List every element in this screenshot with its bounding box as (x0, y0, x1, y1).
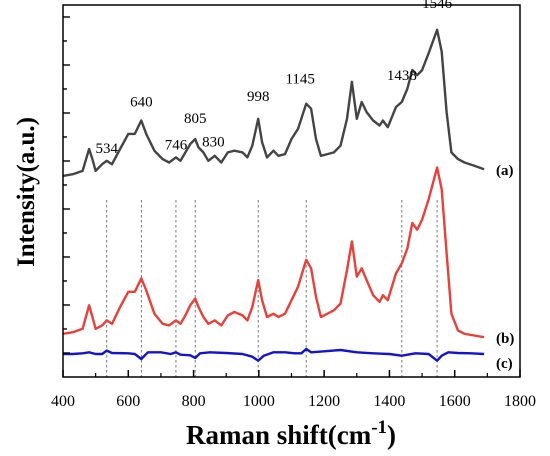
x-tick-label-1200: 1200 (308, 393, 340, 410)
peak-label-830: 830 (202, 134, 225, 150)
peak-label-746: 746 (165, 137, 188, 153)
x-axis-ticks: 400 600 800 1000 1200 1400 1600 1800 (51, 370, 536, 410)
series-label-2: (c) (496, 356, 513, 372)
y-axis-ticks (63, 16, 70, 354)
x-tick-label-600: 600 (116, 393, 140, 410)
x-tick-label-1800: 1800 (504, 393, 536, 410)
series-line-1 (62, 166, 485, 339)
peak-label-1438: 1438 (387, 68, 417, 84)
peak-label-805: 805 (184, 111, 207, 127)
peak-label-534: 534 (95, 141, 118, 157)
x-tick-label-1400: 1400 (373, 393, 405, 410)
x-tick-label-400: 400 (51, 393, 75, 410)
x-axis-title-main: Raman shift(cm (186, 420, 372, 450)
x-tick-label-1000: 1000 (243, 393, 275, 410)
series-line-0 (62, 28, 485, 178)
x-tick-label-800: 800 (182, 393, 206, 410)
peak-label-1145: 1145 (285, 72, 314, 88)
peak-label-1546: 1546 (422, 0, 453, 12)
series-labels: (a) (b) (c) (496, 163, 514, 372)
series-label-1: (b) (496, 331, 514, 347)
x-axis-title-close: ) (387, 420, 396, 450)
x-tick-label-1600: 1600 (439, 393, 471, 410)
plot-frame (62, 4, 521, 378)
peak-labels: 534 640 746 805 830 998 1145 1438 1546 (95, 0, 452, 157)
x-axis-title: Raman shift(cm-1) (186, 417, 396, 450)
y-axis-title: Intensity(a.u.) (13, 117, 40, 267)
series-label-0: (a) (496, 163, 514, 179)
peak-label-640: 640 (130, 94, 153, 110)
spectra-series (62, 28, 485, 362)
series-line-2 (63, 347, 485, 362)
x-axis-title-sup: -1 (371, 417, 387, 438)
peak-label-998: 998 (247, 89, 270, 105)
reference-lines (106, 200, 438, 377)
